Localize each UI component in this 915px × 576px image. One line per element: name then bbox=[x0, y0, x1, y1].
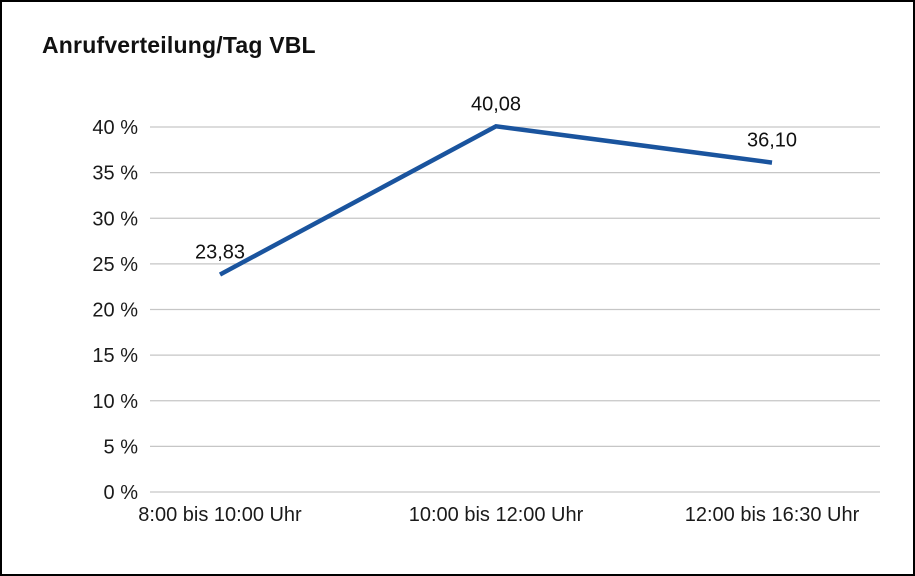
x-tick-label: 12:00 bis 16:30 Uhr bbox=[685, 504, 860, 526]
data-label: 23,83 bbox=[195, 242, 245, 264]
chart-title: Anrufverteilung/Tag VBL bbox=[42, 32, 316, 58]
y-tick-label: 40 % bbox=[92, 117, 138, 139]
y-tick-label: 0 % bbox=[104, 482, 139, 504]
y-tick-label: 20 % bbox=[92, 300, 138, 322]
y-tick-label: 25 % bbox=[92, 254, 138, 276]
y-tick-label: 5 % bbox=[104, 436, 139, 458]
y-tick-label: 35 % bbox=[92, 163, 138, 185]
x-tick-label: 10:00 bis 12:00 Uhr bbox=[409, 504, 584, 526]
data-label: 40,08 bbox=[471, 93, 521, 115]
y-tick-label: 15 % bbox=[92, 345, 138, 367]
series-line bbox=[218, 123, 773, 277]
x-tick-label: 8:00 bis 10:00 Uhr bbox=[138, 504, 302, 526]
data-label: 36,10 bbox=[747, 130, 797, 152]
y-tick-label: 30 % bbox=[92, 208, 138, 230]
y-tick-label: 10 % bbox=[92, 391, 138, 413]
